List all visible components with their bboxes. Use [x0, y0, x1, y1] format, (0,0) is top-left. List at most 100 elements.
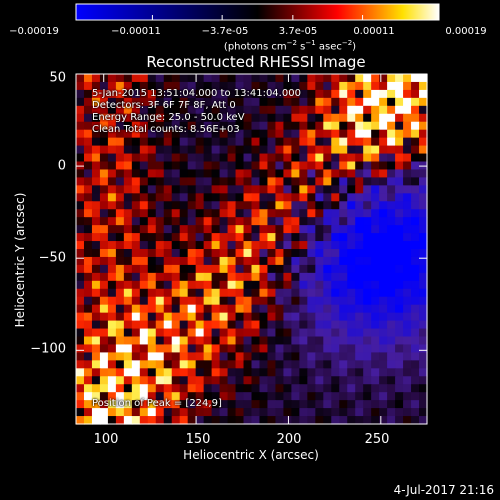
- heatmap-cell: [283, 185, 292, 194]
- heatmap-cell: [147, 416, 157, 425]
- heatmap-cell: [259, 153, 269, 163]
- heatmap-cell: [355, 272, 364, 282]
- heatmap-cell: [371, 416, 380, 425]
- colorbar-tick-label: −3.7e-05: [201, 26, 249, 37]
- heatmap-cell: [283, 376, 292, 385]
- heatmap-cell: [283, 249, 292, 258]
- heatmap-cell: [243, 272, 253, 282]
- heatmap-cell: [419, 320, 428, 330]
- heatmap-cell: [235, 241, 245, 250]
- heatmap-cell: [163, 336, 173, 346]
- heatmap-cell: [139, 74, 149, 83]
- heatmap-cell: [371, 185, 380, 194]
- heatmap-cell: [419, 416, 428, 425]
- heatmap-cell: [323, 145, 332, 155]
- heatmap-cell: [195, 121, 205, 131]
- heatmap-cell: [187, 400, 197, 409]
- heatmap-cell: [379, 233, 388, 242]
- heatmap-cell: [219, 304, 229, 314]
- heatmap-cell: [163, 121, 173, 131]
- heatmap-cell: [419, 209, 428, 218]
- heatmap-cell: [203, 145, 213, 155]
- heatmap-cell: [139, 129, 149, 139]
- heatmap-cell: [275, 304, 285, 314]
- heatmap-cell: [91, 209, 101, 218]
- heatmap-cell: [171, 392, 181, 401]
- heatmap-cell: [331, 89, 340, 99]
- heatmap-cell: [171, 352, 181, 361]
- heatmap-cell: [187, 296, 197, 306]
- heatmap-cell: [179, 241, 189, 250]
- heatmap-cell: [179, 113, 189, 123]
- heatmap-cell: [411, 113, 420, 123]
- heatmap-cell: [339, 264, 348, 274]
- heatmap-cell: [299, 113, 308, 123]
- heatmap-cell: [339, 320, 348, 330]
- heatmap-cell: [187, 129, 197, 139]
- heatmap-cell: [403, 320, 412, 330]
- heatmap-cell: [115, 280, 125, 290]
- heatmap-cell: [139, 336, 149, 346]
- heatmap-cell: [243, 336, 253, 346]
- heatmap-cell: [283, 129, 292, 139]
- heatmap-cell: [259, 249, 269, 258]
- heatmap-cell: [347, 392, 356, 401]
- heatmap-cell: [291, 241, 300, 250]
- heatmap-cell: [283, 264, 292, 274]
- heatmap-cell: [99, 113, 109, 123]
- heatmap-cell: [155, 161, 165, 171]
- heatmap-cell: [115, 185, 125, 194]
- heatmap-cell: [379, 153, 388, 163]
- heatmap-cell: [147, 256, 157, 266]
- heatmap-cell: [76, 280, 85, 290]
- heatmap-cell: [251, 209, 261, 218]
- heatmap-cell: [235, 185, 245, 194]
- heatmap-cell: [379, 121, 388, 131]
- heatmap-cell: [315, 280, 324, 290]
- heatmap-cell: [123, 113, 133, 123]
- heatmap-cell: [179, 352, 189, 361]
- heatmap-cell: [291, 312, 300, 322]
- heatmap-cell: [299, 360, 308, 369]
- heatmap-cell: [171, 336, 181, 346]
- heatmap-cell: [235, 209, 245, 218]
- heatmap-cell: [259, 304, 269, 314]
- heatmap-cell: [179, 169, 189, 178]
- heatmap-cell: [283, 161, 292, 171]
- heatmap-cell: [187, 225, 197, 234]
- heatmap-cell: [283, 368, 292, 377]
- heatmap-cell: [371, 225, 380, 234]
- heatmap-cell: [131, 400, 141, 409]
- heatmap-cell: [387, 272, 396, 282]
- heatmap-cell: [115, 169, 125, 178]
- heatmap-cell: [267, 328, 277, 338]
- heatmap-cell: [315, 328, 324, 338]
- heatmap-cell: [91, 384, 101, 393]
- heatmap-cell: [91, 264, 101, 274]
- heatmap-cell: [299, 169, 308, 178]
- heatmap-cell: [131, 264, 141, 274]
- heatmap-cell: [147, 241, 157, 250]
- heatmap-cell: [243, 376, 253, 385]
- heatmap-cell: [147, 368, 157, 377]
- heatmap-cell: [163, 233, 173, 242]
- heatmap-cell: [251, 376, 261, 385]
- heatmap-cell: [203, 344, 213, 353]
- heatmap-cell: [155, 89, 165, 99]
- heatmap-cell: [195, 280, 205, 290]
- heatmap-cell: [251, 416, 261, 425]
- heatmap-cell: [76, 272, 85, 282]
- heatmap-cell: [379, 312, 388, 322]
- x-tick-label: 150: [185, 432, 211, 447]
- heatmap-cell: [115, 408, 125, 417]
- heatmap-cell: [99, 328, 109, 338]
- heatmap-cell: [211, 272, 221, 282]
- heatmap-cell: [291, 89, 300, 99]
- heatmap-cell: [155, 344, 165, 353]
- heatmap-cell: [339, 376, 348, 385]
- heatmap-cell: [131, 121, 141, 131]
- heatmap-cell: [307, 360, 316, 369]
- heatmap-cell: [235, 376, 245, 385]
- heatmap-cell: [147, 81, 157, 91]
- heatmap-cell: [363, 241, 372, 250]
